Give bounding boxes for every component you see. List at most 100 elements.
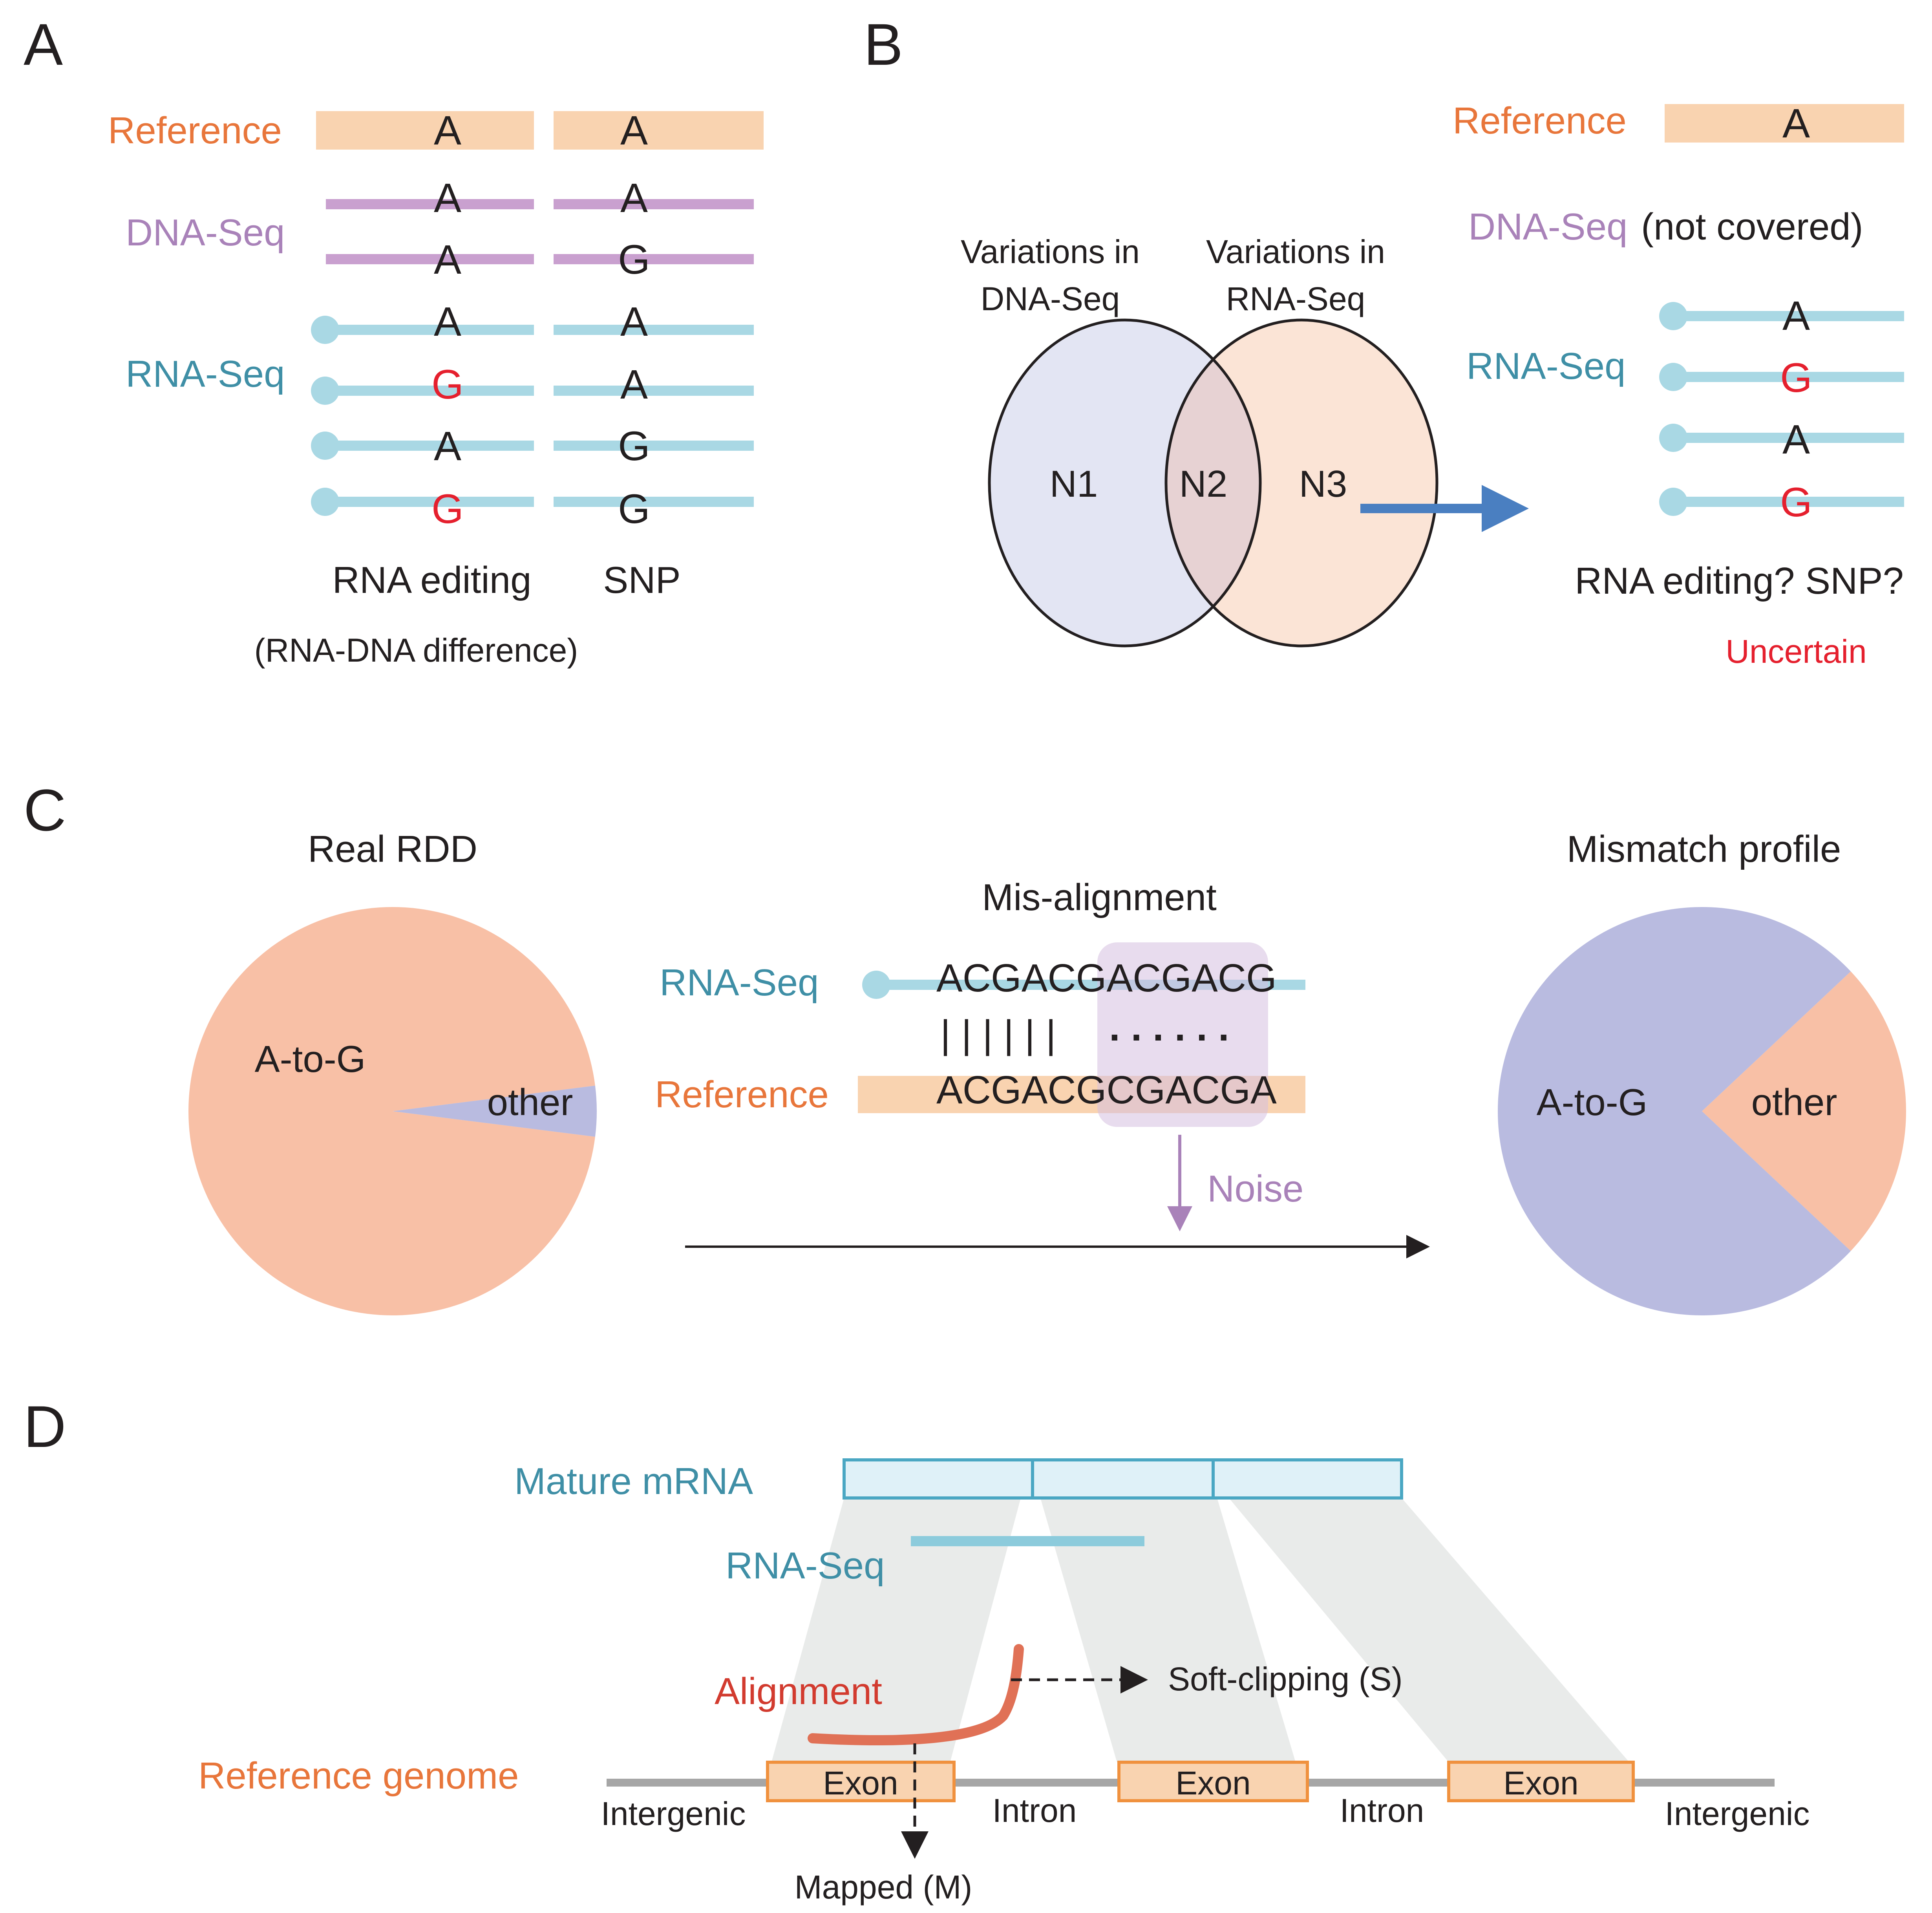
rna-read: G G — [311, 486, 754, 532]
pie-label: A-to-G — [255, 1038, 366, 1080]
rna-base: A — [1782, 417, 1810, 463]
reference-base-b: A — [1782, 101, 1810, 146]
caption-rna-editing: RNA editing — [333, 559, 532, 601]
projection-band — [1229, 1498, 1629, 1762]
mismatch-dots: . . . . . . — [1109, 1005, 1229, 1049]
intron-label: Intron — [1340, 1792, 1424, 1829]
rna-read: A G — [311, 423, 754, 469]
rna-base: A — [1782, 293, 1810, 339]
reference-base: A — [620, 108, 648, 154]
genome-exon — [766, 1761, 956, 1802]
dna-base: A — [434, 175, 461, 221]
reference-sequence: ACGACGCGACGA — [936, 1068, 1277, 1112]
rna-seq-label-b: RNA-Seq — [1466, 345, 1625, 387]
mature-mrna-label: Mature mRNA — [514, 1460, 753, 1502]
dna-seq-label-b: DNA-Seq — [1468, 206, 1627, 248]
projection-band — [771, 1498, 1021, 1762]
genome-exon — [1447, 1761, 1635, 1802]
reference-genome-label: Reference genome — [198, 1755, 519, 1797]
rna-read: G — [1659, 479, 1904, 525]
pie-slice-a-to-g — [188, 907, 595, 1315]
reference-base: A — [434, 108, 461, 154]
venn-left-title: DNA-Seq — [981, 280, 1120, 317]
dna-base: G — [618, 237, 650, 283]
not-covered-note: (not covered) — [1641, 206, 1863, 248]
rna-seq-label-d: RNA-Seq — [726, 1545, 885, 1587]
panel-label-c: C — [24, 777, 66, 843]
venn-right-title: Variations in — [1206, 233, 1385, 270]
pie-label: other — [487, 1081, 573, 1123]
dna-seq-label: DNA-Seq — [126, 212, 285, 254]
pie-label: other — [1751, 1081, 1837, 1123]
venn-intersection — [1165, 358, 1261, 607]
chart-title: Mismatch profile — [1567, 828, 1841, 870]
reference-label: Reference — [108, 110, 282, 152]
alignment-label: Alignment — [715, 1670, 882, 1712]
rna-base: A — [434, 299, 461, 345]
panel-a: A Reference A A DNA-Seq A A A G RNA-Seq … — [24, 11, 764, 669]
venn-left-title: Variations in — [961, 233, 1140, 270]
rna-base-edited: G — [1780, 355, 1812, 401]
dna-base: A — [620, 175, 648, 221]
mapped-label: Mapped (M) — [795, 1869, 972, 1906]
rna-base-edited: G — [431, 362, 464, 408]
pie-slice-a-to-g — [1702, 971, 1906, 1251]
uncertain-text: Uncertain — [1725, 633, 1867, 670]
venn-diagram: N1 N2 N3 — [988, 318, 1438, 647]
rna-sequence: ACGACGACGACG — [936, 956, 1277, 1000]
question-text: RNA editing? SNP? — [1575, 560, 1904, 602]
mrna-exon-block — [1212, 1458, 1403, 1500]
reference-bar — [316, 111, 534, 150]
panel-label-b: B — [864, 11, 903, 77]
pie-slice-other — [1498, 907, 1851, 1315]
dna-read: A A — [326, 175, 754, 221]
reference-label-c: Reference — [655, 1074, 829, 1116]
pie-real-rdd: A-to-G other — [188, 907, 597, 1315]
intergenic-label: Intergenic — [1665, 1795, 1810, 1832]
rna-read: G A — [311, 362, 754, 408]
region-n2: N2 — [1179, 463, 1228, 505]
exon-label: Exon — [1503, 1765, 1578, 1801]
pie-label: A-to-G — [1537, 1081, 1648, 1123]
rna-read: G — [1659, 355, 1904, 401]
exon-label: Exon — [823, 1765, 898, 1801]
rna-read: A — [1659, 417, 1904, 463]
intron-label: Intron — [993, 1792, 1077, 1829]
mrna-exon-block — [1031, 1458, 1215, 1500]
rna-read: A A — [311, 299, 754, 345]
rna-base: G — [618, 486, 650, 532]
chart-title: Real RDD — [308, 828, 477, 870]
panel-label-d: D — [24, 1394, 66, 1459]
reference-bar-b — [1665, 104, 1904, 143]
rna-seq-label-c: RNA-Seq — [660, 962, 819, 1004]
rna-base-edited: G — [1780, 479, 1812, 525]
mrna-exon-block — [843, 1458, 1034, 1500]
exon-label: Exon — [1175, 1765, 1250, 1801]
rna-base: A — [620, 299, 648, 345]
genome-exon — [1117, 1761, 1309, 1802]
panel-label-a: A — [24, 11, 63, 77]
panel-b: B Variations in DNA-Seq Variations in RN… — [864, 11, 1904, 670]
reference-bar — [554, 111, 764, 150]
rna-base: A — [434, 423, 461, 469]
noise-label: Noise — [1207, 1168, 1303, 1210]
soft-clip-label: Soft-clipping (S) — [1168, 1661, 1403, 1697]
caption-snp: SNP — [603, 559, 680, 601]
dna-base: A — [434, 237, 461, 283]
projection-band — [1040, 1498, 1296, 1762]
dna-read: A G — [326, 237, 754, 283]
misalignment-title: Mis-alignment — [982, 876, 1217, 918]
caption-rdd: (RNA-DNA difference) — [254, 632, 578, 669]
pie-mismatch-profile: A-to-G other — [1498, 907, 1906, 1315]
reference-label-b: Reference — [1453, 100, 1627, 142]
rna-base: A — [620, 362, 648, 408]
rna-base-edited: G — [431, 486, 464, 532]
region-n3: N3 — [1299, 463, 1347, 505]
pie-slice-other — [393, 1085, 597, 1137]
intergenic-label: Intergenic — [601, 1795, 746, 1832]
panel-d: D Mature mRNA RNA-Seq Alignment Soft-cli… — [24, 1394, 1810, 1906]
venn-right-title: RNA-Seq — [1226, 280, 1365, 317]
mismatch-highlight-box — [1097, 942, 1268, 1127]
